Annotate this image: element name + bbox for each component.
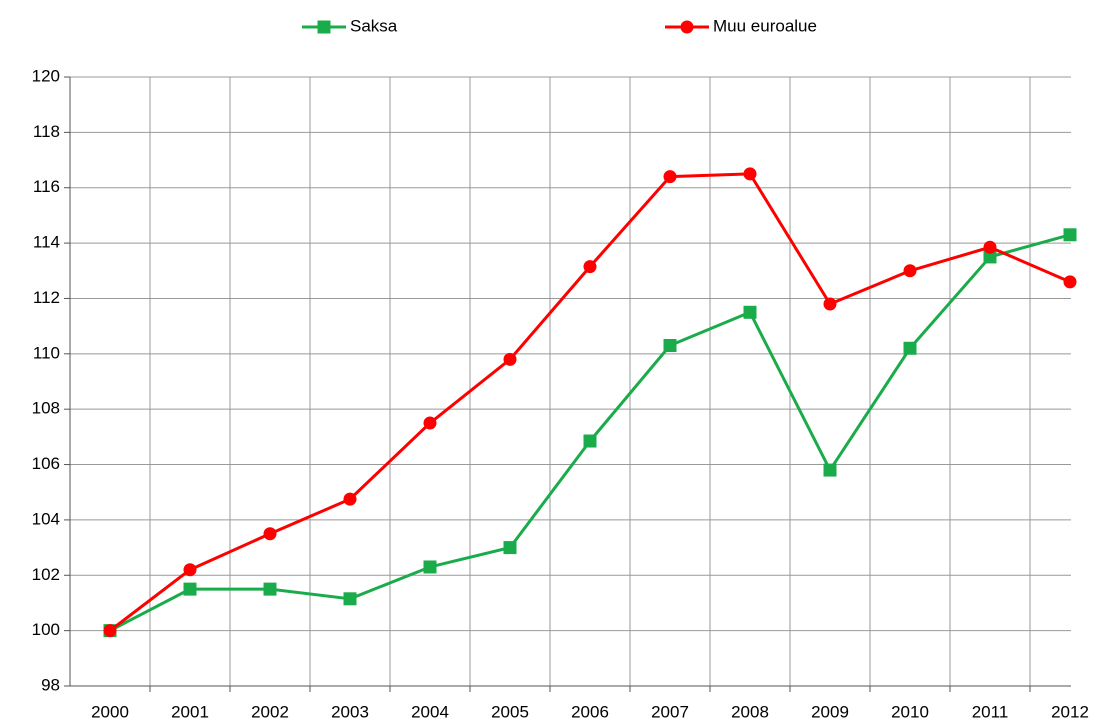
data-point: [103, 624, 117, 638]
x-tick-label: 2010: [891, 702, 929, 721]
data-point: [743, 167, 757, 181]
y-tick-label: 112: [33, 288, 60, 307]
y-tick-label: 120: [32, 66, 60, 85]
data-point: [743, 305, 757, 319]
data-point: [503, 541, 517, 555]
data-point: [983, 240, 997, 254]
data-point: [663, 170, 677, 184]
y-tick-label: 100: [32, 620, 60, 639]
data-point: [1063, 275, 1077, 289]
x-tick-label: 2005: [491, 702, 529, 721]
y-tick-label: 114: [33, 233, 60, 252]
data-point: [343, 592, 357, 606]
x-tick-label: 2000: [91, 702, 129, 721]
x-tick-label: 2001: [171, 702, 209, 721]
legend-marker: [680, 20, 694, 34]
x-tick-label: 2012: [1051, 702, 1089, 721]
y-tick-label: 116: [33, 177, 60, 196]
legend-marker: [317, 20, 331, 34]
x-tick-label: 2008: [731, 702, 769, 721]
data-point: [823, 463, 837, 477]
x-tick-label: 2007: [651, 702, 689, 721]
y-tick-label: 110: [33, 343, 60, 362]
data-point: [423, 560, 437, 574]
y-tick-label: 102: [32, 565, 60, 584]
x-tick-label: 2006: [571, 702, 609, 721]
y-tick-label: 108: [32, 399, 60, 418]
y-tick-label: 106: [32, 454, 60, 473]
data-point: [183, 582, 197, 596]
x-tick-label: 2009: [811, 702, 849, 721]
data-point: [823, 297, 837, 311]
x-tick-label: 2011: [972, 702, 1009, 721]
y-tick-label: 98: [41, 675, 60, 694]
data-point: [343, 492, 357, 506]
data-point: [263, 527, 277, 541]
data-point: [903, 341, 917, 355]
x-tick-label: 2002: [251, 702, 289, 721]
y-tick-label: 104: [32, 509, 60, 528]
data-point: [583, 260, 597, 274]
data-point: [503, 352, 517, 366]
legend-label: Muu euroalue: [713, 16, 817, 35]
data-point: [903, 264, 917, 278]
y-tick-label: 118: [33, 122, 60, 141]
data-point: [663, 339, 677, 353]
series-line: [109, 172, 1071, 632]
data-point: [423, 416, 437, 430]
data-point: [1063, 228, 1077, 242]
x-tick-label: 2003: [331, 702, 369, 721]
data-point: [263, 582, 277, 596]
series-line: [109, 233, 1071, 632]
x-tick-label: 2004: [411, 702, 449, 721]
data-point: [583, 434, 597, 448]
data-point: [983, 250, 997, 264]
data-point: [183, 563, 197, 577]
legend-label: Saksa: [350, 16, 398, 35]
